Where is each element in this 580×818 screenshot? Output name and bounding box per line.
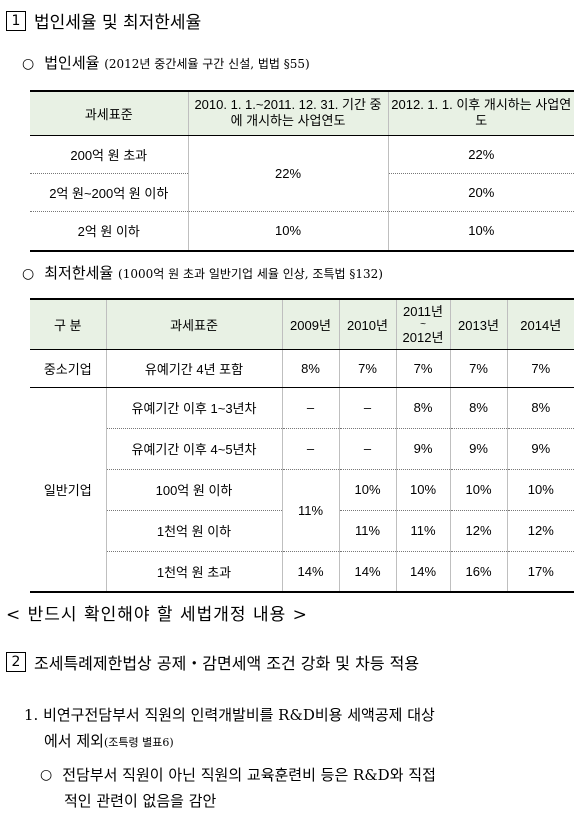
cell-division: 중소기업 xyxy=(30,349,107,388)
cell-rate: 7% xyxy=(449,349,508,388)
cell-rate: 11% xyxy=(338,510,397,552)
cell-rate: – xyxy=(281,428,340,470)
cell-tax-base: 유예기간 4년 포함 xyxy=(105,349,283,388)
table-row: 일반기업 유예기간 이후 1~3년차 – – 8% 8% 8% xyxy=(30,387,574,593)
bullet-circle: ○ xyxy=(22,266,35,282)
reminder-heading: < 반드시 확인해야 할 세법개정 내용 > xyxy=(6,605,308,625)
header-division: 구 분 xyxy=(30,298,107,350)
cell-rate: – xyxy=(338,428,397,470)
header-year-2010: 2010년 xyxy=(338,298,397,350)
cell-rate: 8% xyxy=(449,387,508,429)
corporate-tax-table: 과세표준 2010. 1. 1.~2011. 12. 31. 기간 중에 개시하… xyxy=(30,90,574,252)
section-number-box: 1 xyxy=(6,10,26,31)
table-row: 1천억 원 초과 14% 14% 14% 16% 17% xyxy=(30,551,574,593)
bullet-circle: ○ xyxy=(40,767,53,783)
cell-rate: 12% xyxy=(506,510,574,552)
section-1-heading: 1 법인세율 및 최저한세율 xyxy=(6,8,201,33)
item-1-line-4: 적인 관련이 없음을 감안 xyxy=(64,792,217,810)
cell-rate: 11% xyxy=(395,510,451,552)
minimum-tax-title: 최저한세율 xyxy=(44,264,114,282)
cell-rate: 7% xyxy=(338,349,397,388)
cell-rate: 9% xyxy=(449,428,508,470)
section-2-heading: 2 조세특례제한법상 공제・감면세액 조건 강화 및 차등 적용 xyxy=(6,650,419,674)
section-number-box: 2 xyxy=(6,652,26,672)
minimum-tax-heading: ○ 최저한세율 (1000억 원 초과 일반기업 세율 인상, 조특법 §132… xyxy=(22,262,383,283)
cell-rate-new: 22% xyxy=(387,135,574,174)
header-tax-base: 과세표준 xyxy=(30,90,189,136)
item-1-line-1: 1. 비연구전담부서 직원의 인력개발비를 R&D비용 세액공제 대상 xyxy=(24,706,435,724)
corporate-tax-note: (2012년 중간세율 구간 신설, 법법 §55) xyxy=(104,57,310,71)
cell-rate: 17% xyxy=(506,551,574,593)
section-title: 법인세율 및 최저한세율 xyxy=(34,13,202,33)
cell-rate-old: 10% xyxy=(187,211,389,252)
table-row: 2억 원~200억 원 이하 20% xyxy=(30,173,574,212)
cell-rate-new: 20% xyxy=(387,173,574,212)
cell-rate: 8% xyxy=(506,387,574,429)
cell-rate: 14% xyxy=(281,551,340,593)
header-year-2009: 2009년 xyxy=(281,298,340,350)
item-1-line-2-text: 에서 제외 xyxy=(44,732,104,750)
item-1-line-3: 전담부서 직원이 아닌 직원의 교육훈련비 등은 R&D와 직접 xyxy=(62,766,436,784)
cell-rate: 14% xyxy=(395,551,451,593)
cell-rate: – xyxy=(338,387,397,429)
cell-tax-base: 100억 원 이하 xyxy=(106,469,283,511)
corporate-tax-heading: ○ 법인세율 (2012년 중간세율 구간 신설, 법법 §55) xyxy=(22,52,310,73)
cell-tax-base: 유예기간 이후 4~5년차 xyxy=(106,428,283,470)
table-row: 유예기간 이후 4~5년차 – – 9% 9% 9% xyxy=(30,428,574,470)
cell-rate: 8% xyxy=(395,387,451,429)
item-1-line-2: 에서 제외(조특령 별표6) xyxy=(24,728,576,756)
cell-rate-old: 22% xyxy=(187,135,389,212)
cell-tax-base: 2억 원 이하 xyxy=(30,211,189,252)
cell-rate: 16% xyxy=(449,551,508,593)
item-1: 1. 비연구전담부서 직원의 인력개발비를 R&D비용 세액공제 대상 에서 제… xyxy=(24,702,576,814)
header-year-2011-2012: 2011년 ~ 2012년 xyxy=(395,298,451,350)
header-year-2011: 2011년 xyxy=(403,303,443,319)
cell-rate: 10% xyxy=(395,469,451,511)
cell-tax-base: 1천억 원 초과 xyxy=(106,551,283,593)
cell-rate: 9% xyxy=(395,428,451,470)
cell-rate: 14% xyxy=(338,551,397,593)
cell-rate: 12% xyxy=(449,510,508,552)
cell-rate: 7% xyxy=(506,349,574,388)
table-header-row: 구 분 과세표준 2009년 2010년 2011년 ~ 2012년 2013년… xyxy=(30,298,574,350)
section-title: 조세특례제한법상 공제・감면세액 조건 강화 및 차등 적용 xyxy=(34,654,420,673)
header-year-2013: 2013년 xyxy=(449,298,508,350)
header-period-new: 2012. 1. 1. 이후 개시하는 사업연도 xyxy=(387,90,574,136)
cell-rate: 10% xyxy=(338,469,397,511)
item-1-line-2-note: (조특령 별표6) xyxy=(103,736,174,749)
table-row-sme: 중소기업 유예기간 4년 포함 8% 7% 7% 7% 7% xyxy=(30,349,574,388)
header-tax-base: 과세표준 xyxy=(105,298,283,350)
header-period-old: 2010. 1. 1.~2011. 12. 31. 기간 중에 개시하는 사업연… xyxy=(187,90,389,136)
minimum-tax-note: (1000억 원 초과 일반기업 세율 인상, 조특법 §132) xyxy=(118,267,383,281)
cell-rate-new: 10% xyxy=(387,211,574,252)
header-year-tilde: ~ xyxy=(420,318,426,330)
cell-rate: 9% xyxy=(506,428,574,470)
minimum-tax-table: 구 분 과세표준 2009년 2010년 2011년 ~ 2012년 2013년… xyxy=(30,298,574,593)
table-row: 2억 원 이하 10% 10% xyxy=(30,211,574,252)
cell-tax-base: 2억 원~200억 원 이하 xyxy=(30,173,189,212)
table-header-row: 과세표준 2010. 1. 1.~2011. 12. 31. 기간 중에 개시하… xyxy=(30,90,574,136)
item-1-bullet: ○ 전담부서 직원이 아닌 직원의 교육훈련비 등은 R&D와 직접 xyxy=(24,762,576,788)
cell-rate: 10% xyxy=(506,469,574,511)
cell-rate: 8% xyxy=(281,349,340,388)
cell-rate: – xyxy=(281,387,340,429)
table-row: 1천억 원 이하 11% 11% 12% 12% xyxy=(30,510,574,552)
table-row: 200억 원 초과 22% 22% xyxy=(30,135,574,212)
cell-rate: 7% xyxy=(395,349,451,388)
cell-tax-base: 유예기간 이후 1~3년차 xyxy=(105,387,283,429)
cell-rate: 10% xyxy=(449,469,508,511)
header-year-2012: 2012년 xyxy=(402,329,444,345)
cell-tax-base: 1천억 원 이하 xyxy=(106,510,283,552)
cell-division: 일반기업 xyxy=(30,387,107,593)
corporate-tax-title: 법인세율 xyxy=(44,54,100,72)
cell-rate: 11% xyxy=(281,469,340,552)
table-row: 100억 원 이하 11% 10% 10% 10% 10% xyxy=(30,469,574,552)
bullet-circle: ○ xyxy=(22,56,35,72)
cell-tax-base: 200억 원 초과 xyxy=(30,135,189,174)
header-year-2014: 2014년 xyxy=(506,298,574,350)
